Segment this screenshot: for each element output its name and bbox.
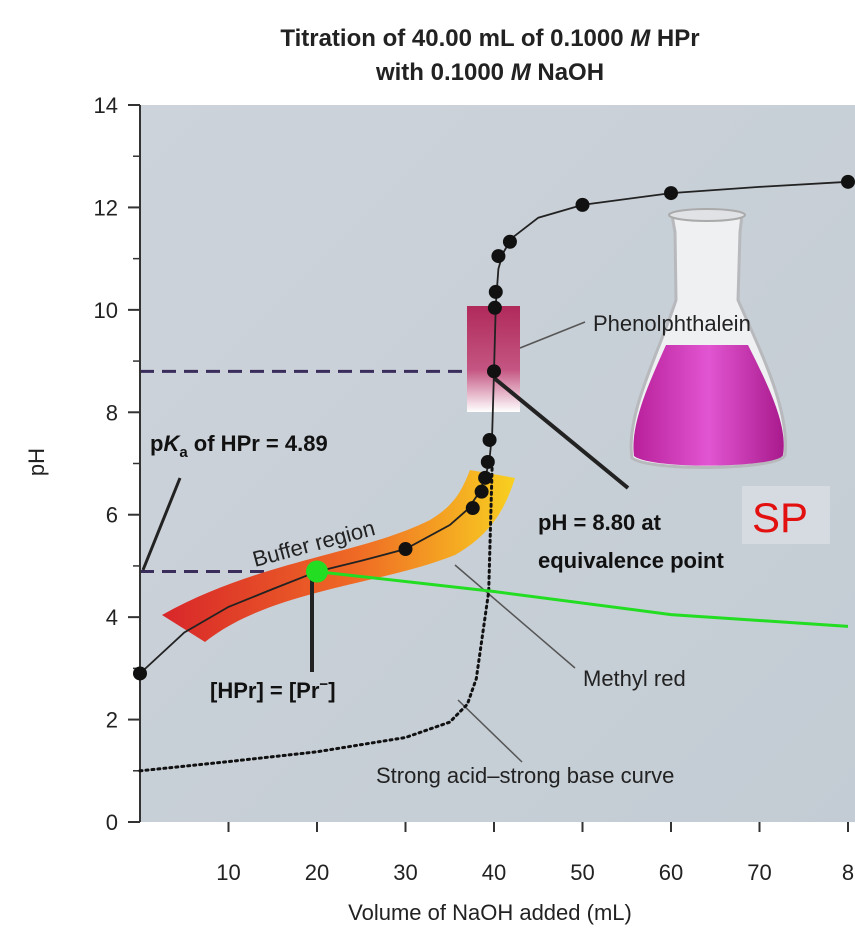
y-tick-label: 8 — [106, 400, 118, 425]
y-tick-label: 14 — [94, 93, 118, 118]
data-point — [488, 284, 503, 299]
data-point — [480, 454, 495, 469]
eq-label: pH = 8.80 at — [538, 510, 662, 535]
data-point — [487, 364, 501, 379]
x-tick-label: 8 — [842, 860, 854, 885]
data-point — [398, 542, 413, 557]
half-eq-label: [HPr] = [Pr−] — [210, 676, 336, 703]
eq-label: equivalence point — [538, 548, 724, 573]
x-axis-label: Volume of NaOH added (mL) — [348, 900, 632, 925]
y-tick-label: 0 — [106, 810, 118, 835]
y-tick-label: 12 — [94, 195, 118, 220]
strong-curve-label: Strong acid–strong base curve — [376, 763, 674, 788]
data-point — [841, 174, 855, 189]
phenolphthalein-label: Phenolphthalein — [593, 311, 751, 336]
y-tick-label: 6 — [106, 503, 118, 528]
data-point — [664, 186, 678, 201]
pka-label: pKa of HPr = 4.89 — [150, 431, 328, 461]
strong-acid-curve — [138, 462, 494, 773]
x-tick-label: 60 — [659, 860, 683, 885]
y-tick-label: 10 — [94, 298, 118, 323]
methyl-red-label: Methyl red — [583, 666, 686, 691]
x-tick-label: 20 — [305, 860, 329, 885]
data-point — [482, 432, 497, 447]
flask — [629, 208, 788, 469]
data-point — [465, 501, 480, 516]
chart-title: Titration of 40.00 mL of 0.1000 M HPr — [280, 25, 699, 52]
x-tick-label: 40 — [482, 860, 506, 885]
y-axis-label: pH — [24, 448, 49, 476]
data-point — [502, 234, 517, 249]
data-point — [491, 249, 506, 264]
x-tick-label: 10 — [216, 860, 240, 885]
chart-title: with 0.1000 M NaOH — [375, 59, 604, 86]
leader-lines — [141, 321, 630, 763]
sp-label-bg — [742, 486, 830, 544]
y-tick-label: 2 — [106, 708, 118, 733]
sp-label: SP — [752, 494, 808, 541]
sp-point — [306, 560, 328, 583]
data-point — [133, 666, 147, 681]
data-point — [474, 484, 489, 499]
y-tick-label: 4 — [106, 605, 118, 630]
data-point — [487, 300, 502, 315]
x-tick-label: 30 — [393, 860, 417, 885]
x-tick-label: 70 — [747, 860, 771, 885]
sp-pointer-line — [316, 570, 849, 628]
data-point — [575, 197, 590, 212]
data-point — [478, 470, 493, 485]
x-tick-label: 50 — [570, 860, 594, 885]
